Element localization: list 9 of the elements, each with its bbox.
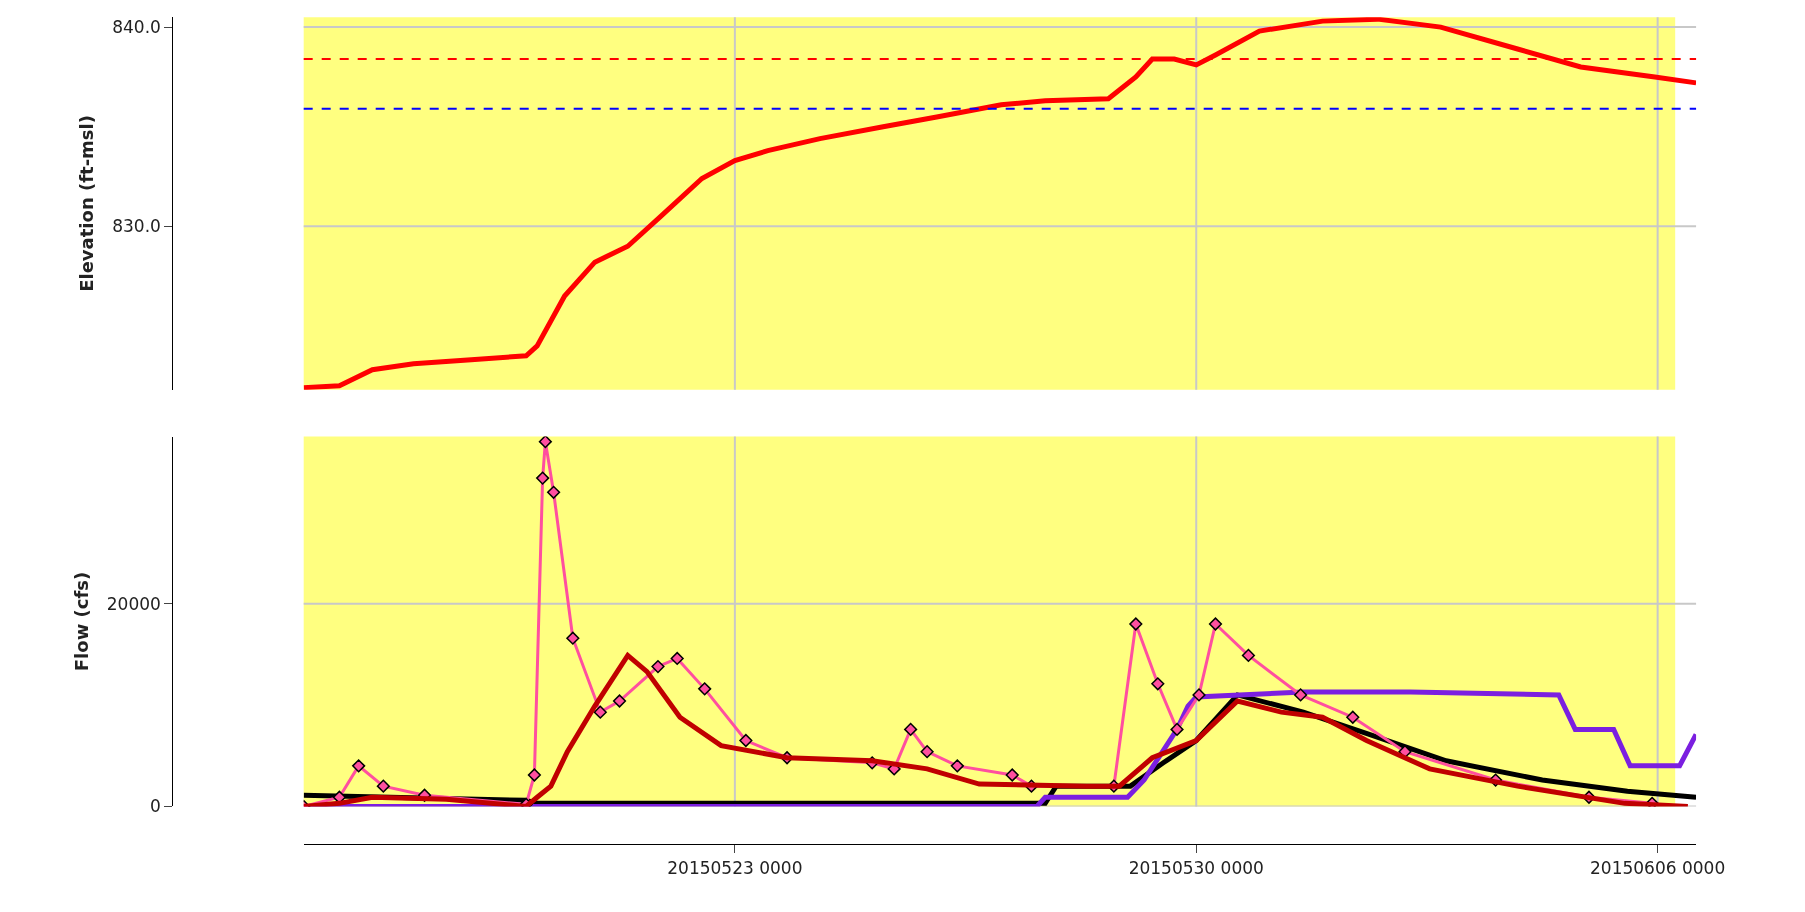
y-axis-title: Elevation (ft-msl) xyxy=(76,115,98,292)
x-tick-label: 20150523 0000 xyxy=(667,857,803,878)
x-tick-label: 20150606 0000 xyxy=(1590,857,1726,878)
y-tick-label: 0 xyxy=(150,796,161,817)
y-tick-label: 840.0 xyxy=(112,17,161,38)
y-axis-title: Flow (cfs) xyxy=(70,571,92,672)
y-tick-label: 830.0 xyxy=(112,216,161,237)
y-tick-label: 20000 xyxy=(106,593,161,614)
x-tick-label: 20150530 0000 xyxy=(1128,857,1264,878)
